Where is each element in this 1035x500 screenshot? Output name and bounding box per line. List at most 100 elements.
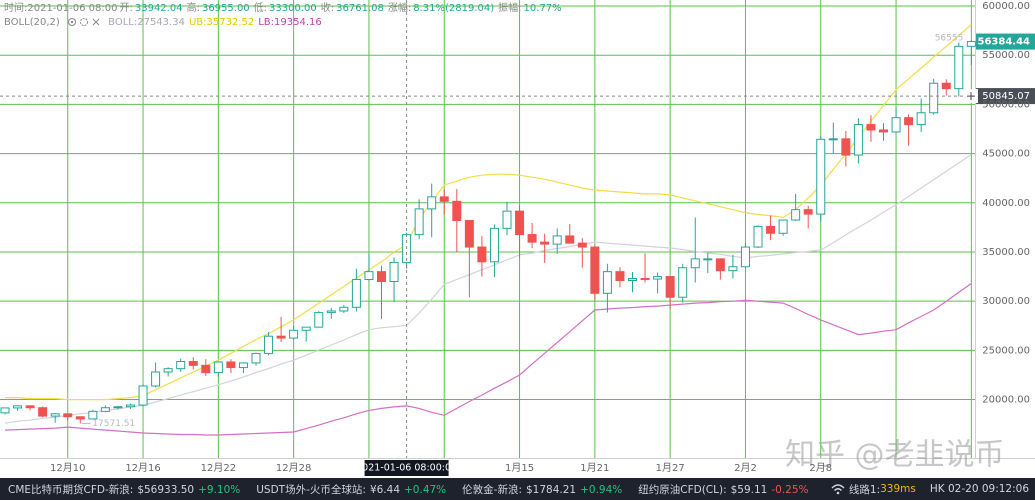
candle-body	[226, 361, 236, 369]
x-tick-label: 1月21	[580, 462, 609, 474]
candle-body	[690, 258, 700, 269]
candle-body	[151, 371, 161, 387]
indicator-icons[interactable]	[67, 17, 101, 27]
candle-body	[126, 404, 135, 408]
candle-body	[452, 200, 462, 221]
candle-body	[791, 209, 801, 221]
candle-body	[640, 278, 650, 281]
y-tick-label: 60000.00	[982, 1, 1030, 12]
candle-body	[615, 271, 625, 282]
wifi-icon	[831, 484, 845, 495]
y-tick-label: 50000.00	[982, 99, 1030, 110]
candle-body	[351, 279, 361, 308]
candle-body	[577, 242, 587, 248]
candle-body	[389, 261, 399, 282]
y-tick-label: 20000.00	[982, 395, 1030, 406]
indicator-value: UB:35732.52	[188, 17, 255, 28]
last-price-box	[976, 33, 1035, 50]
status: 线路1: 339ms HK 02-20 09:12:06	[831, 482, 1035, 497]
band-line	[4, 283, 972, 436]
candle-body	[377, 271, 386, 282]
candle-body	[25, 405, 35, 409]
x-tick-label: 12月16	[125, 462, 160, 474]
candle-body	[891, 117, 901, 133]
indicator-row: BOLL(20,2) BOLL:27543.34 UB:35732.52 LB:19…	[4, 16, 566, 30]
ohlc-label: 涨幅:	[387, 3, 412, 14]
candle-body	[113, 406, 123, 409]
candle-body	[63, 413, 73, 418]
candle-body	[565, 235, 575, 244]
candle-body	[879, 129, 888, 133]
candle-body	[653, 276, 663, 280]
y-tick-label: 25000.00	[982, 345, 1030, 356]
x-tick-label: 1月27	[656, 462, 685, 474]
candle-body	[954, 45, 964, 90]
candle-body	[38, 407, 48, 417]
y-tick-label: 45000.00	[982, 149, 1030, 160]
candle-body	[502, 210, 512, 229]
legend-header: 时间:2021-01-06 08:00 开: 33942.04 高: 36955.00 低…	[4, 2, 566, 30]
crosshair-date-box	[364, 460, 449, 476]
candle-body	[364, 271, 374, 281]
ticker-change: -0.25%	[771, 483, 809, 496]
ticker-name: USDT场外-火币全球站:	[256, 483, 366, 496]
candle-body	[540, 241, 550, 245]
background	[0, 0, 1035, 478]
candle-body	[866, 124, 876, 131]
candle-body	[176, 360, 186, 370]
ticker-item: 纽约原油CFD(CL): $59.11 -0.25%	[638, 482, 808, 497]
candle-body	[552, 235, 562, 245]
band-line	[5, 24, 972, 401]
candle-body	[778, 219, 788, 234]
candle-body	[201, 364, 211, 374]
ticker-name: 纽约原油CFD(CL):	[638, 483, 727, 496]
ohlc-label: 振幅:	[498, 3, 522, 14]
candle-body	[251, 352, 261, 364]
add-icon	[967, 92, 975, 101]
ticker-price: $56933.50	[137, 483, 195, 496]
indicator-name: BOLL(20,2)	[4, 17, 60, 28]
ticker-item: 伦敦金-新浪: $1784.21 +0.94%	[462, 482, 622, 497]
ticker-item: USDT场外-火币全球站: ¥6.44 +0.47%	[256, 482, 446, 497]
x-tick-label: 2月8	[809, 462, 832, 474]
candle-body	[678, 267, 688, 298]
candle-body	[929, 82, 939, 114]
band-line	[4, 154, 972, 424]
candle-body	[427, 196, 437, 210]
candle-body	[0, 407, 10, 414]
ticker-name: 伦敦金-新浪:	[462, 483, 522, 496]
ohlc-value: 33942.04	[134, 3, 183, 14]
candle-body	[439, 196, 449, 202]
ticker-price: $1784.21	[525, 483, 577, 496]
candle-body	[766, 225, 776, 234]
candle-body	[841, 138, 851, 156]
candle-body	[816, 138, 826, 215]
candle-body	[264, 335, 274, 354]
latency: 339ms	[880, 483, 916, 495]
candle-body	[477, 246, 487, 263]
candle-body	[803, 209, 813, 215]
indicator-value: LB:19354.16	[258, 17, 322, 28]
candle-body	[527, 234, 537, 243]
x-tick-label: 12月10	[50, 462, 85, 474]
candle-body	[966, 41, 976, 47]
watermark: 知乎 @老韭说币	[785, 438, 1005, 473]
ticker-price: ¥6.44	[369, 483, 400, 496]
candle-body	[289, 329, 299, 339]
ohlc-label: 时间:2021-01-06 08:00	[4, 3, 118, 14]
candle-body	[728, 266, 738, 272]
ohlc-value: 36761.08	[336, 3, 384, 14]
candle-body	[88, 410, 98, 420]
ohlc-value: 8.31%(2819.04)	[413, 3, 495, 14]
x-tick-label: 12月28	[276, 462, 311, 474]
candle-body	[590, 246, 600, 294]
candle-body	[13, 405, 23, 409]
x-tick-label: 1月15	[505, 462, 534, 474]
candle-body	[464, 219, 474, 248]
candle-body	[276, 335, 286, 339]
candle-body	[414, 208, 424, 236]
crosshair-date: 2021-01-06 08:00:00	[356, 463, 457, 474]
candle-body	[100, 407, 110, 412]
ohlc-label: 高:	[186, 3, 200, 14]
